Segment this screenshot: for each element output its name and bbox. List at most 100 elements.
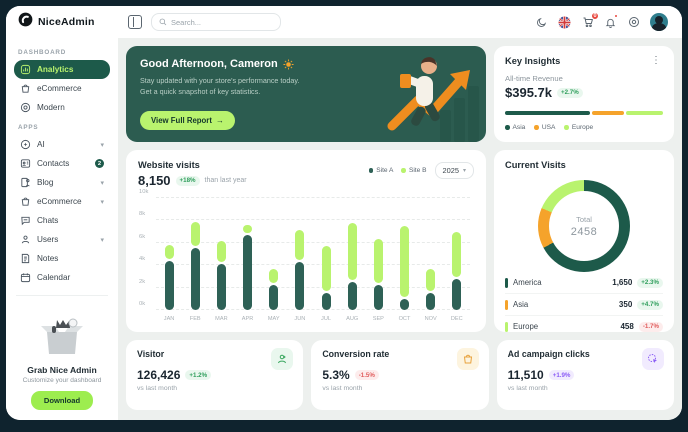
- settings-icon[interactable]: [627, 16, 640, 29]
- current-visits-donut-chart: Total 2458: [538, 180, 630, 272]
- cart-icon[interactable]: 0: [581, 11, 599, 29]
- shopping-bag-icon: [21, 84, 30, 93]
- ad-click-cursor-icon: [641, 348, 664, 370]
- website-visits-card: Website visits 8,150 +18% than last year…: [126, 150, 486, 332]
- download-button[interactable]: Download: [30, 391, 94, 410]
- row-change-badge: -1.7%: [638, 321, 663, 332]
- sidebar-item-ecommerce-apps[interactable]: eCommerce ▾: [14, 192, 110, 211]
- search-icon: [159, 13, 167, 31]
- bar-segment-site-a: [373, 285, 383, 310]
- row-label: Europe: [513, 322, 539, 331]
- view-full-report-button[interactable]: View Full Report →: [140, 111, 235, 130]
- sidebar-item-ai[interactable]: AI ▾: [14, 135, 110, 154]
- sidebar-item-ecommerce[interactable]: eCommerce: [14, 79, 110, 98]
- sidebar-item-blog[interactable]: Blog ▾: [14, 173, 110, 192]
- bar-segment-site-b: [399, 226, 409, 297]
- user-avatar[interactable]: [650, 13, 668, 31]
- row-value: 458: [620, 322, 634, 331]
- legend-asia: Asia: [505, 124, 525, 131]
- donut-total-label: Total: [576, 214, 592, 224]
- sidebar-item-users[interactable]: Users ▾: [14, 230, 110, 249]
- notifications-bell-icon[interactable]: [604, 13, 618, 29]
- logo[interactable]: NiceAdmin: [6, 12, 118, 32]
- kpi-card-ad-clicks: Ad campaign clicks 11,510 +1.9% vs last …: [496, 340, 674, 410]
- x-axis-label: Sep: [372, 316, 384, 322]
- box-cat-illustration: [41, 318, 83, 354]
- sidebar-item-chats[interactable]: Chats: [14, 211, 110, 230]
- bar-aug: [347, 198, 357, 310]
- x-axis-label: Jun: [294, 316, 306, 322]
- website-visits-bar-chart: 0k 2k 4k 6k 8k 10k Jan Feb Mar Apr May Jun Jul Aug Se…: [138, 189, 474, 322]
- y-axis-tick: 8k: [139, 211, 146, 218]
- gridline: [156, 286, 470, 288]
- chat-bubble-icon: [21, 216, 30, 226]
- gridline: [156, 219, 470, 221]
- top-bar: NiceAdmin 0: [6, 6, 682, 38]
- language-flag-icon[interactable]: [558, 16, 571, 29]
- sidebar-toggle-icon[interactable]: [128, 15, 142, 29]
- bar-chart-plot: 0k 2k 4k 6k 8k 10k: [139, 189, 470, 310]
- sidebar-item-label: Users: [37, 235, 59, 244]
- site-b-dot: [401, 168, 406, 173]
- visitor-person-icon: [271, 348, 294, 370]
- sidebar-section-dashboard: DASHBOARD: [18, 49, 67, 56]
- website-visits-caption: than last year: [204, 177, 247, 184]
- sidebar-item-notes[interactable]: Notes: [14, 249, 110, 268]
- sidebar-item-label: eCommerce: [37, 197, 82, 206]
- bar-apr: [243, 198, 253, 310]
- chevron-down-icon: ▾: [462, 168, 466, 174]
- greeting-line1: Stay updated with your store's performan…: [140, 76, 300, 85]
- x-axis-label: May: [267, 316, 280, 322]
- bar-dec: [452, 198, 462, 310]
- x-axis-label: Jul: [321, 316, 331, 322]
- x-axis-label: Nov: [424, 316, 437, 322]
- bell-dot: [614, 13, 618, 18]
- sidebar-item-analytics[interactable]: Analytics: [14, 60, 110, 79]
- contacts-count-badge: 2: [95, 159, 104, 168]
- kpi-card-conversion: Conversion rate 5.3% -1.5% vs last month: [311, 340, 489, 410]
- year-select-dropdown[interactable]: 2025 ▾: [434, 162, 474, 179]
- current-visits-card: Current Visits Total 2458 America 1,650 +2…: [494, 150, 674, 332]
- donut-total-value: 2458: [570, 225, 598, 238]
- greeting-line2: Get a quick snapshot of key statistics.: [140, 86, 261, 96]
- current-visits-legend-rows: America 1,650 +2.3% Asia 350 +4.7% Europe 458 -1…: [505, 272, 663, 337]
- greeting-card: Good Afternoon, Cameron Stay updated wit…: [126, 46, 486, 142]
- search-box[interactable]: [151, 13, 281, 31]
- sidebar-item-modern[interactable]: Modern: [14, 98, 110, 117]
- dark-mode-icon[interactable]: [535, 16, 548, 29]
- current-visits-title: Current Visits: [505, 160, 566, 170]
- search-input[interactable]: [171, 17, 273, 27]
- revenue-stacked-bar: [505, 111, 663, 115]
- sidebar-item-label: Calendar: [37, 273, 71, 282]
- blog-icon: [21, 177, 30, 188]
- kebab-menu-icon[interactable]: ⋮: [651, 55, 661, 66]
- bar-jan: [164, 198, 174, 310]
- current-visits-row-asia: Asia 350 +4.7%: [505, 293, 663, 315]
- legend-dot: [564, 125, 569, 130]
- sidebar-item-contacts[interactable]: Contacts 2: [14, 154, 110, 173]
- bar-segment-site-a: [295, 261, 305, 310]
- promo-subtitle: Customize your dashboard: [22, 377, 102, 384]
- bar-segment-site-b: [190, 221, 200, 247]
- legend-site-b[interactable]: Site B: [401, 167, 427, 174]
- gridline: [156, 264, 470, 266]
- bar-feb: [190, 198, 200, 310]
- bar-segment-site-a: [190, 248, 200, 310]
- analytics-icon: [20, 64, 31, 75]
- legend-site-a[interactable]: Site A: [368, 167, 393, 174]
- x-axis-label: Apr: [241, 316, 254, 322]
- revenue-value: $395.7k: [505, 85, 552, 100]
- bar-mar: [216, 198, 226, 310]
- ad-clicks-change-badge: +1.9%: [548, 370, 575, 380]
- sidebar-section-apps: APPS: [18, 124, 39, 131]
- current-visits-row-europe: Europe 458 -1.7%: [505, 315, 663, 337]
- bar-segment-site-a: [452, 278, 462, 310]
- gridline: [156, 309, 470, 310]
- sidebar-item-calendar[interactable]: Calendar: [14, 268, 110, 287]
- contacts-icon: [20, 159, 31, 168]
- row-change-badge: +4.7%: [637, 299, 663, 310]
- bar-may: [269, 198, 279, 310]
- gridline: [156, 241, 470, 243]
- key-insights-legend: Asia USA Europe: [505, 124, 663, 131]
- revenue-segment-usa: [591, 111, 625, 115]
